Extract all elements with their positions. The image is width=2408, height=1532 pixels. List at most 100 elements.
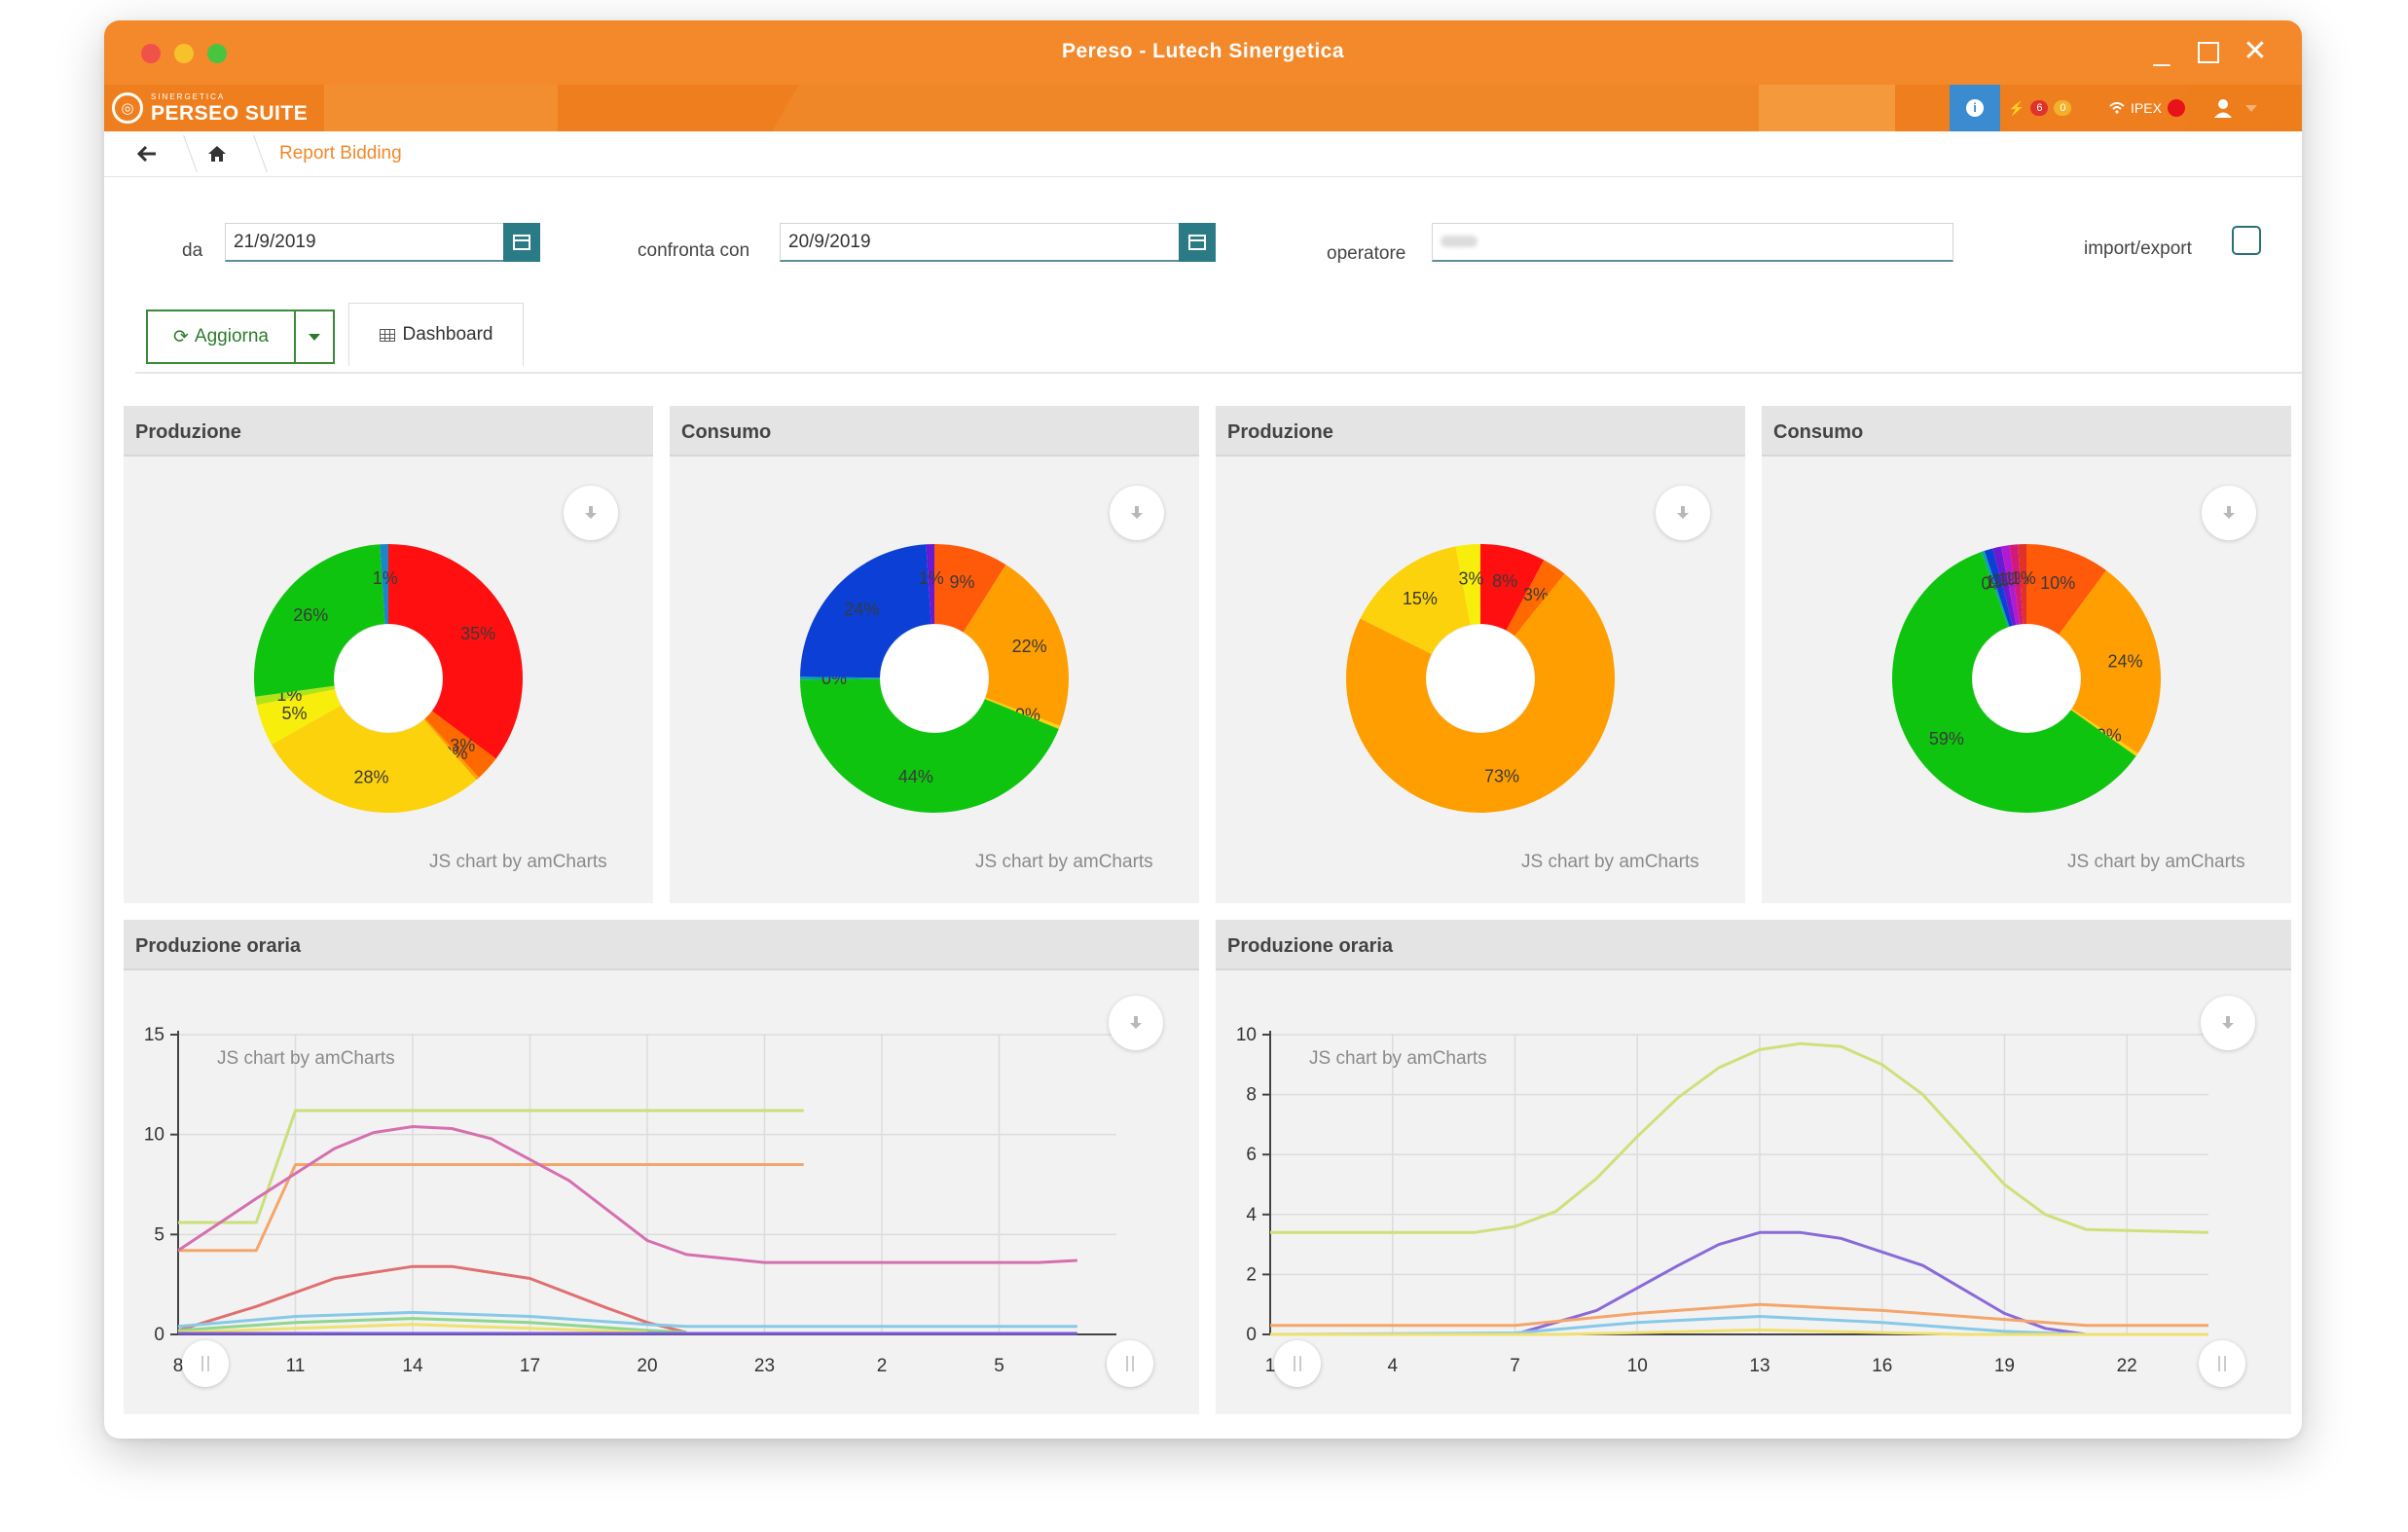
pie-slice[interactable]: [1892, 552, 2136, 813]
da-date-input[interactable]: 21/9/2019: [225, 223, 505, 262]
pie-slice[interactable]: [1346, 573, 1615, 813]
pie-slice[interactable]: [1992, 546, 2017, 626]
aggiorna-dropdown-button[interactable]: [296, 310, 335, 364]
panel-title: Produzione: [1227, 421, 1333, 443]
pie-slice[interactable]: [934, 544, 1006, 633]
alerts-indicator[interactable]: ⚡ 6 0: [2008, 85, 2072, 131]
ipex-status[interactable]: IPEX: [2109, 85, 2185, 131]
close-icon[interactable]: ✕: [2243, 35, 2268, 67]
close-dot[interactable]: [141, 44, 161, 63]
series-line[interactable]: [177, 1323, 648, 1334]
x-tick-label: 8: [173, 1356, 184, 1376]
alert-count-yellow: 0: [2054, 100, 2072, 116]
scrollbar-handle-left[interactable]: [1274, 1340, 1321, 1387]
calendar-icon: [513, 235, 530, 250]
pie-slice[interactable]: [1981, 550, 2010, 628]
pie-slice[interactable]: [254, 544, 385, 697]
scrollbar-handle-right[interactable]: [1107, 1340, 1153, 1387]
pie-slice[interactable]: [2009, 544, 2024, 625]
line-panel-2: Produzione oraria 0 2 4 6 8 10 1 4 7 10 13 16 19 22 J…: [1216, 920, 2291, 1414]
back-button[interactable]: [124, 131, 170, 176]
pie-slice[interactable]: [2070, 709, 2138, 756]
series-line[interactable]: [177, 1264, 687, 1334]
series-line[interactable]: [178, 1109, 804, 1224]
breadcrumb-current[interactable]: Report Bidding: [279, 143, 402, 164]
series-line[interactable]: [1270, 1230, 2208, 1336]
download-button[interactable]: [2202, 486, 2256, 540]
user-menu[interactable]: [2187, 85, 2302, 131]
pie-slice[interactable]: [984, 697, 1061, 730]
pie-slice[interactable]: [388, 544, 523, 759]
download-button[interactable]: [564, 486, 618, 540]
pie-slice-label: 73%: [1484, 767, 1519, 786]
pie-slice-label: 3%: [1458, 568, 1483, 588]
series-line[interactable]: [1270, 1328, 2208, 1336]
series-line[interactable]: [177, 1317, 687, 1334]
pie-slice[interactable]: [2018, 544, 2026, 625]
confronta-calendar-button[interactable]: [1179, 223, 1216, 262]
pie-slice[interactable]: [2059, 569, 2161, 753]
download-button[interactable]: [2201, 996, 2255, 1050]
amcharts-credit[interactable]: JS chart by amCharts: [217, 1048, 395, 1069]
pie-slice-label: 3%: [450, 736, 475, 755]
maximize-icon[interactable]: [2191, 34, 2226, 72]
series-line[interactable]: [177, 1125, 1077, 1264]
pie-slice[interactable]: [255, 685, 336, 706]
da-calendar-button[interactable]: [503, 223, 540, 262]
window-title: Pereso - Lutech Sinergetica: [1061, 40, 1345, 62]
pie-slice[interactable]: [1360, 546, 1471, 655]
tab-dashboard[interactable]: Dashboard: [348, 303, 524, 366]
amcharts-credit[interactable]: JS chart by amCharts: [1309, 1048, 1487, 1069]
download-button[interactable]: [1110, 486, 1164, 540]
pie-panel-1: Produzione 35% 3% 0% 28% 5% 1% 26% 1% JS chart …: [124, 406, 653, 903]
series-line[interactable]: [1270, 1302, 2208, 1328]
minimize-icon[interactable]: _: [2153, 35, 2171, 67]
pie-slice[interactable]: [963, 565, 1069, 726]
amcharts-credit[interactable]: JS chart by amCharts: [2067, 852, 2245, 872]
download-button[interactable]: [1109, 996, 1163, 1050]
pie-slice[interactable]: [800, 544, 931, 678]
pie-slice-label: 26%: [293, 605, 328, 625]
perseo-logo[interactable]: ◎ SINERGETICA PERSEO SUITE: [112, 90, 308, 127]
pie-slice[interactable]: [1455, 544, 1480, 625]
series-line[interactable]: [178, 1163, 804, 1253]
scrollbar-handle-right[interactable]: [2199, 1340, 2245, 1387]
zoom-dot[interactable]: [207, 44, 227, 63]
import-export-checkbox[interactable]: [2232, 226, 2261, 255]
panel-title: Consumo: [1773, 421, 1864, 443]
pie-slice[interactable]: [256, 689, 342, 745]
pie-slice[interactable]: [2000, 545, 2020, 626]
pie-slice[interactable]: [423, 718, 480, 781]
pie-slice[interactable]: [800, 678, 1059, 814]
pie-slice[interactable]: [1506, 560, 1565, 637]
x-tick-label: 19: [1994, 1356, 2015, 1376]
pie-slice[interactable]: [1480, 544, 1545, 631]
pie-slice[interactable]: [271, 705, 477, 813]
pie-panel-3: Produzione 8% 3% 73% 15% 3% JS chart by amCh…: [1216, 406, 1745, 903]
pie-slice-label: 5%: [281, 704, 307, 723]
pie-slice-label: 1%: [2011, 568, 2036, 588]
confronta-date-input[interactable]: 20/9/2019: [780, 223, 1181, 262]
scrollbar-handle-left[interactable]: [182, 1340, 229, 1387]
amcharts-credit[interactable]: JS chart by amCharts: [429, 852, 607, 872]
x-tick-label: 17: [520, 1356, 540, 1376]
line-chart-produzione-oraria: 0 2 4 6 8 10 1 4 7 10 13 16 19 22: [1236, 1025, 2209, 1376]
aggiorna-button[interactable]: ⟳ Aggiorna: [146, 310, 296, 364]
series-line[interactable]: [1270, 1041, 2209, 1234]
amcharts-credit[interactable]: JS chart by amCharts: [975, 852, 1153, 872]
series-line[interactable]: [177, 1310, 1077, 1329]
minimize-dot[interactable]: [174, 44, 194, 63]
operatore-input[interactable]: [1432, 223, 1953, 262]
pie-slice[interactable]: [926, 544, 934, 625]
pie-slice[interactable]: [380, 544, 388, 625]
app-header: ◎ SINERGETICA PERSEO SUITE i ⚡ 6 0 IPEX: [104, 85, 2302, 131]
amcharts-credit[interactable]: JS chart by amCharts: [1521, 852, 1699, 872]
home-button[interactable]: [194, 131, 240, 176]
y-tick-label: 5: [154, 1224, 164, 1245]
download-button[interactable]: [1656, 486, 1710, 540]
pie-slice[interactable]: [1984, 548, 2013, 627]
info-button[interactable]: i: [1950, 85, 2000, 131]
pie-slice[interactable]: [2026, 544, 2106, 635]
pie-slice[interactable]: [424, 711, 496, 778]
pie-slice[interactable]: [800, 676, 881, 680]
